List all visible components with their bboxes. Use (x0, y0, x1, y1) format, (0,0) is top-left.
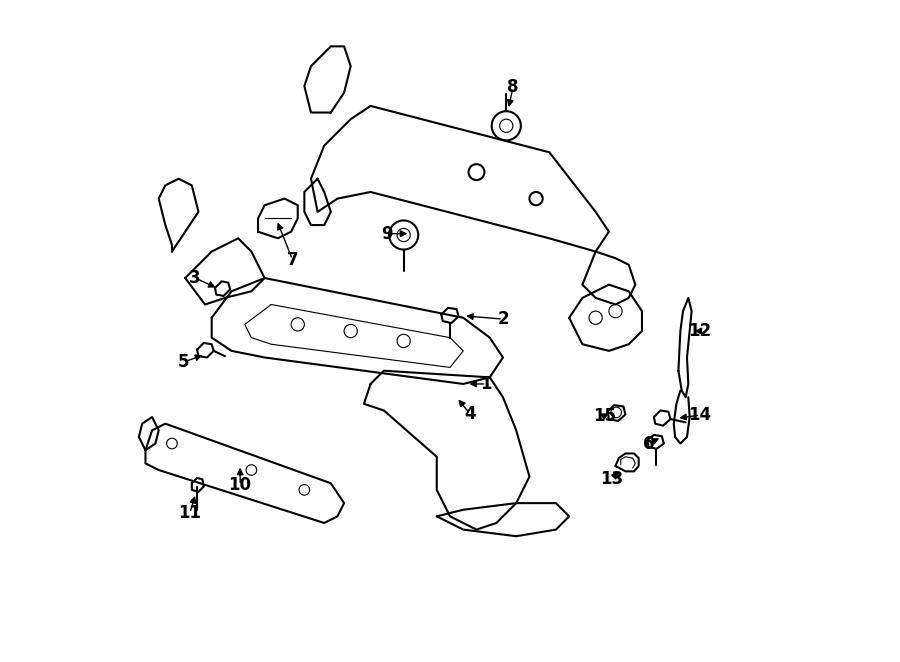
Text: 13: 13 (600, 469, 624, 488)
Polygon shape (212, 278, 503, 384)
Text: 1: 1 (481, 375, 492, 393)
Text: 11: 11 (178, 504, 202, 522)
Text: 5: 5 (178, 353, 190, 371)
Polygon shape (192, 478, 203, 492)
Text: 8: 8 (507, 78, 518, 97)
Text: 12: 12 (688, 322, 712, 340)
Polygon shape (679, 298, 691, 397)
Polygon shape (158, 179, 198, 252)
Polygon shape (616, 453, 639, 471)
Text: 15: 15 (593, 406, 616, 425)
Polygon shape (304, 46, 351, 113)
Polygon shape (654, 410, 670, 426)
Polygon shape (245, 305, 464, 367)
Polygon shape (311, 106, 609, 252)
Polygon shape (304, 179, 331, 225)
Polygon shape (185, 238, 265, 305)
Polygon shape (139, 417, 158, 450)
Polygon shape (146, 424, 344, 523)
Text: 6: 6 (643, 434, 654, 453)
Polygon shape (197, 343, 213, 357)
Text: 4: 4 (464, 404, 476, 423)
Polygon shape (647, 435, 664, 449)
Polygon shape (608, 405, 625, 421)
Polygon shape (436, 503, 569, 536)
Polygon shape (582, 252, 635, 305)
Text: 14: 14 (688, 406, 712, 424)
Text: 7: 7 (286, 250, 298, 269)
Polygon shape (569, 285, 642, 351)
Text: 3: 3 (189, 269, 201, 287)
Polygon shape (258, 199, 298, 238)
Text: 10: 10 (229, 476, 252, 495)
Polygon shape (215, 281, 230, 296)
Text: 2: 2 (497, 310, 508, 328)
Polygon shape (364, 371, 529, 530)
Polygon shape (441, 308, 459, 323)
Text: 9: 9 (382, 224, 393, 243)
